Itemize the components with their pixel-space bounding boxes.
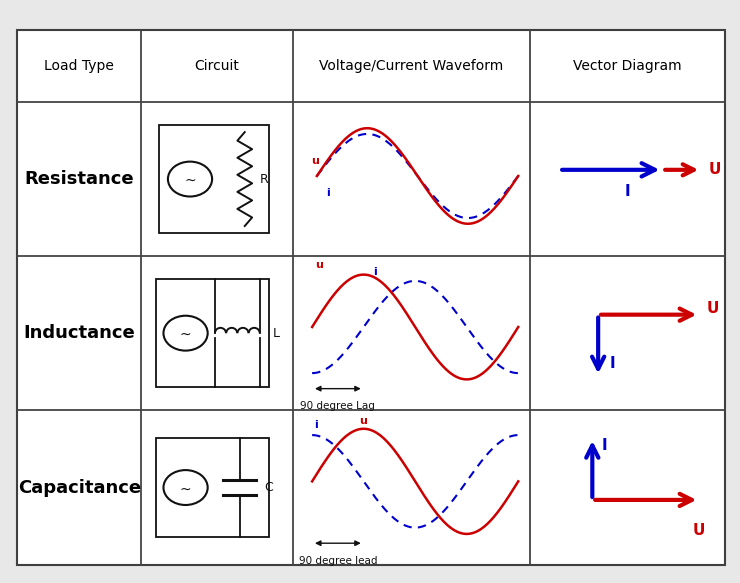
Text: U: U [693,523,705,538]
Text: 90 degree lead: 90 degree lead [299,556,377,566]
Bar [159,125,269,233]
Bar [156,438,269,537]
Text: Load Type: Load Type [44,59,114,73]
Text: Inductance: Inductance [24,324,135,342]
Text: U: U [709,162,722,177]
Text: Vector Diagram: Vector Diagram [573,59,682,73]
Text: ~: ~ [184,174,196,188]
Text: U: U [707,301,719,317]
Text: Capacitance: Capacitance [18,479,141,497]
Text: I: I [625,184,630,199]
Text: C: C [265,481,273,494]
Text: u: u [359,416,367,426]
Text: ~: ~ [180,482,192,496]
Text: Circuit: Circuit [195,59,240,73]
Text: I: I [610,356,616,371]
Text: i: i [373,267,377,277]
Text: u: u [315,259,323,269]
Text: ~: ~ [180,328,192,342]
Text: 90 degree Lag: 90 degree Lag [300,402,375,412]
Text: I: I [601,438,607,453]
Text: Resistance: Resistance [24,170,134,188]
Text: R: R [260,173,268,185]
Text: i: i [314,420,318,430]
Text: Voltage/Current Waveform: Voltage/Current Waveform [320,59,504,73]
Text: u: u [311,156,319,166]
Text: L: L [273,326,280,340]
Bar [156,279,269,387]
Text: i: i [326,188,330,198]
